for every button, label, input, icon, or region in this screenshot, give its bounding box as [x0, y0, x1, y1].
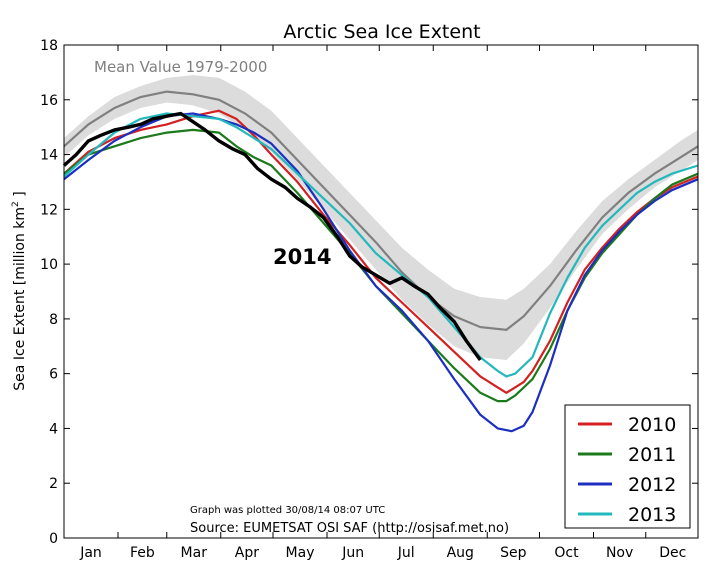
legend-box	[564, 404, 691, 529]
x-tick-label: Jul	[397, 545, 415, 561]
x-tick-label: Nov	[606, 545, 633, 561]
x-tick-label: Sep	[500, 545, 527, 561]
chart-title: Arctic Sea Ice Extent	[283, 21, 480, 43]
mean-line-layer	[63, 90, 699, 331]
highlight-layer	[62, 111, 482, 362]
x-tick-label: Jun	[341, 545, 364, 561]
y-tick-label: 10	[40, 257, 58, 273]
legend-label-2013: 2013	[628, 504, 676, 526]
plot-frame	[63, 44, 699, 539]
y-axis-ticks: 0 2 4 6 8 10 12 14 16 18	[40, 38, 698, 547]
plot-timestamp-note: Graph was plotted 30/08/14 08:07 UTC	[190, 505, 385, 516]
legend: 2010 2011 2012 2013	[564, 404, 691, 529]
y-axis-label-end: ]	[12, 191, 28, 201]
y-tick-label: 6	[49, 367, 58, 383]
x-tick-label: May	[286, 545, 315, 561]
legend-label-2012: 2012	[628, 474, 676, 496]
x-tick-label: Oct	[554, 545, 579, 561]
y-tick-label: 4	[49, 421, 58, 437]
series-line-2014	[62, 111, 482, 362]
mean-value-line	[63, 90, 699, 331]
x-axis-ticks: Jan Feb Mar Apr May Jun Jul Aug Sep Oct Nov Dec	[79, 45, 686, 561]
x-tick-label: Aug	[447, 545, 474, 561]
source-note: Source: EUMETSAT OSI SAF (http://osisaf.…	[190, 521, 509, 536]
x-tick-label: Jan	[79, 545, 102, 561]
x-tick-label: Feb	[130, 545, 155, 561]
y-axis-label-sup: 2	[11, 201, 21, 207]
legend-label-2011: 2011	[628, 444, 676, 466]
series-layer	[63, 109, 699, 433]
y-tick-label: 14	[40, 148, 58, 164]
y-tick-label: 18	[40, 38, 58, 54]
x-tick-label: Mar	[181, 545, 208, 561]
mean-band-layer	[64, 75, 698, 360]
legend-label-2010: 2010	[628, 414, 676, 436]
mean-value-label: Mean Value 1979-2000	[94, 58, 267, 76]
y-tick-label: 0	[49, 531, 58, 547]
y-axis-label: Sea Ice Extent [million km2 ]	[11, 191, 28, 390]
y-tick-label: 2	[49, 476, 58, 492]
series-line-2011	[63, 128, 699, 403]
y-tick-label: 8	[49, 312, 58, 328]
highlight-year-label: 2014	[273, 245, 331, 269]
series-line-2012	[63, 112, 699, 433]
series-line-2013	[63, 112, 699, 378]
y-axis-label-main: Sea Ice Extent [million km	[12, 207, 28, 391]
y-tick-label: 12	[40, 202, 58, 218]
mean-range-band	[64, 75, 698, 360]
y-tick-label: 16	[40, 93, 58, 109]
x-tick-label: Dec	[659, 545, 686, 561]
x-tick-label: Apr	[235, 545, 259, 561]
